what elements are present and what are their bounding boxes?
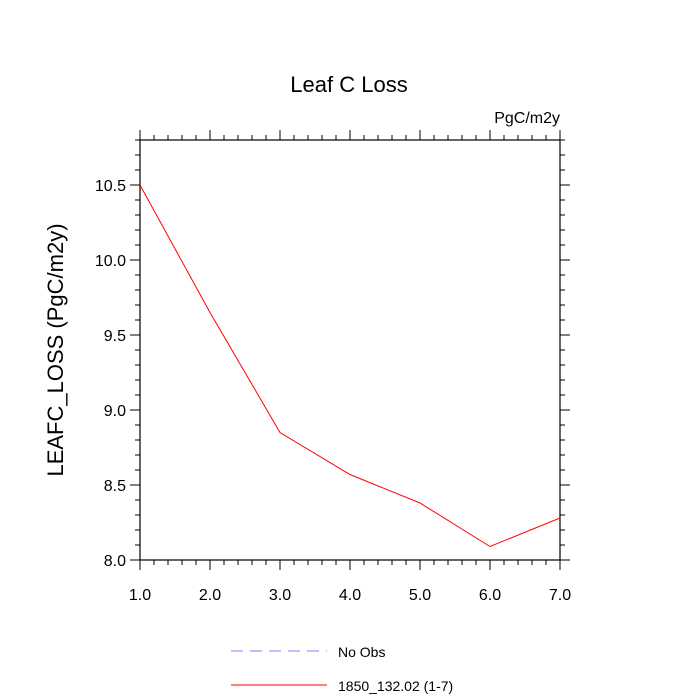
units-label: PgC/m2y: [494, 110, 560, 127]
x-tick-label: 3.0: [269, 587, 291, 604]
y-tick-labels: 8.0 8.5 9.0 9.5 10.0 10.5: [95, 178, 126, 570]
y-tick-label: 8.5: [104, 478, 126, 495]
y-tick-label: 9.5: [104, 328, 126, 345]
x-tick-label: 4.0: [339, 587, 361, 604]
plot-frame: [139, 139, 561, 561]
x-tick-label: 1.0: [129, 587, 151, 604]
series-line: [139, 184, 561, 548]
legend: No Obs 1850_132.02 (1-7): [231, 644, 453, 694]
y-tick-label: 10.0: [95, 253, 126, 270]
axis-ticks: [130, 130, 570, 570]
y-tick-label: 9.0: [104, 403, 126, 420]
x-tick-labels: 1.0 2.0 3.0 4.0 5.0 6.0 7.0: [129, 587, 571, 604]
y-tick-label: 8.0: [104, 553, 126, 570]
x-tick-label: 5.0: [409, 587, 431, 604]
y-tick-label: 10.5: [95, 178, 126, 195]
chart-title: Leaf C Loss: [290, 72, 407, 97]
series-lines: [139, 184, 561, 548]
legend-label-1850: 1850_132.02 (1-7): [338, 678, 453, 694]
x-tick-label: 2.0: [199, 587, 221, 604]
x-tick-label: 6.0: [479, 587, 501, 604]
x-tick-label: 7.0: [549, 587, 571, 604]
y-axis-label: LEAFC_LOSS (PgC/m2y): [43, 223, 68, 476]
legend-label-no-obs: No Obs: [338, 644, 385, 660]
